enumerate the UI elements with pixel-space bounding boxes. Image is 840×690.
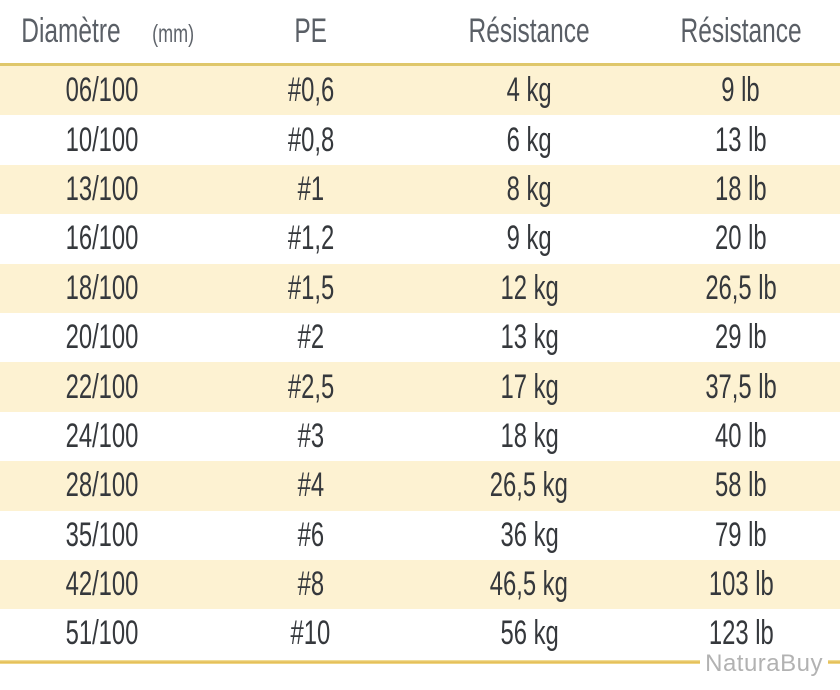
table-cell: 123 lb — [708, 614, 774, 653]
table-cell: 13 lb — [715, 120, 767, 159]
table-body: 06/100 #0,6 4 kg 9 lb 10/100 #0,8 6 kg 1… — [0, 66, 840, 659]
table-cell: 35/100 — [66, 515, 139, 554]
table-cell: 22/100 — [66, 367, 139, 406]
header-label: PE — [294, 12, 328, 50]
table-cell: #0,8 — [287, 120, 334, 159]
table-cell: 26,5 kg — [490, 466, 569, 505]
table-row: 35/100 #6 36 kg 79 lb — [0, 510, 840, 560]
table-row: 51/100 #10 56 kg 123 lb — [0, 609, 840, 659]
table-cell: 29 lb — [715, 318, 767, 357]
header-label: Résistance — [468, 12, 590, 50]
table-cell: 26,5 lb — [705, 268, 777, 307]
table-cell: 16/100 — [66, 219, 139, 258]
table-cell: 8 kg — [506, 169, 552, 208]
table-cell: #8 — [297, 565, 325, 604]
bottom-divider — [0, 660, 840, 664]
table-cell: 56 kg — [500, 614, 559, 653]
table-cell: #2,5 — [287, 367, 334, 406]
header-cell-pe: PE — [205, 12, 417, 51]
table-cell: 51/100 — [66, 614, 139, 653]
table-cell: #0,6 — [287, 71, 334, 110]
table-cell: #3 — [297, 416, 325, 455]
table-cell: 36 kg — [500, 515, 559, 554]
table-cell: 103 lb — [708, 565, 774, 604]
table-cell: 4 kg — [506, 71, 552, 110]
table-cell: 42/100 — [66, 565, 139, 604]
header-label: Diamètre — [21, 12, 121, 50]
table-cell: #4 — [297, 466, 325, 505]
table-cell: 24/100 — [66, 416, 139, 455]
table-row: 18/100 #1,5 12 kg 26,5 lb — [0, 263, 840, 313]
table-cell: 9 kg — [506, 219, 552, 258]
table-row: 42/100 #8 46,5 kg 103 lb — [0, 559, 840, 610]
table-cell: 18/100 — [66, 268, 139, 307]
table-cell: #6 — [297, 515, 325, 554]
table-row: 20/100 #2 13 kg 29 lb — [0, 312, 840, 363]
naturabuy-watermark: NaturaBuy — [700, 651, 828, 677]
table-cell: #1,5 — [287, 268, 334, 307]
table-cell: 13/100 — [66, 169, 139, 208]
table-cell: 58 lb — [715, 466, 767, 505]
table-row: 24/100 #3 18 kg 40 lb — [0, 411, 840, 462]
table-cell: 79 lb — [715, 515, 767, 554]
table-header-row: Diamètre (mm) PE Résistance Résistance — [0, 0, 840, 66]
table-cell: #1 — [297, 169, 325, 208]
table-cell: 28/100 — [66, 466, 139, 505]
table-row: 10/100 #0,8 6 kg 13 lb — [0, 115, 840, 165]
table-row: 22/100 #2,5 17 kg 37,5 lb — [0, 362, 840, 412]
table-cell: 06/100 — [66, 71, 139, 110]
table-cell: 20 lb — [715, 219, 767, 258]
header-cell-diametre: Diamètre (mm) — [0, 12, 205, 51]
table-cell: 6 kg — [506, 120, 552, 159]
table-cell: 9 lb — [721, 71, 761, 110]
table-cell: 40 lb — [715, 416, 767, 455]
table-cell: 13 kg — [500, 318, 559, 357]
table-cell: #1,2 — [287, 219, 334, 258]
table-cell: 37,5 lb — [705, 367, 777, 406]
table-row: 28/100 #4 26,5 kg 58 lb — [0, 461, 840, 511]
header-unit: (mm) — [152, 20, 195, 48]
table-cell: #2 — [297, 318, 325, 357]
header-label: Résistance — [680, 12, 802, 50]
table-cell: 18 kg — [500, 416, 559, 455]
table-cell: 12 kg — [500, 268, 559, 307]
header-cell-resistance-kg: Résistance — [417, 12, 642, 51]
table-cell: 17 kg — [500, 367, 559, 406]
table-row: 13/100 #1 8 kg 18 lb — [0, 164, 840, 215]
header-cell-resistance-lb: Résistance — [642, 12, 840, 51]
table-cell: 10/100 — [66, 120, 139, 159]
table-cell: 20/100 — [66, 318, 139, 357]
table-cell: #10 — [290, 614, 331, 653]
table-row: 16/100 #1,2 9 kg 20 lb — [0, 214, 840, 264]
table-row: 06/100 #0,6 4 kg 9 lb — [0, 66, 840, 116]
table-cell: 46,5 kg — [490, 565, 569, 604]
table-cell: 18 lb — [715, 169, 767, 208]
